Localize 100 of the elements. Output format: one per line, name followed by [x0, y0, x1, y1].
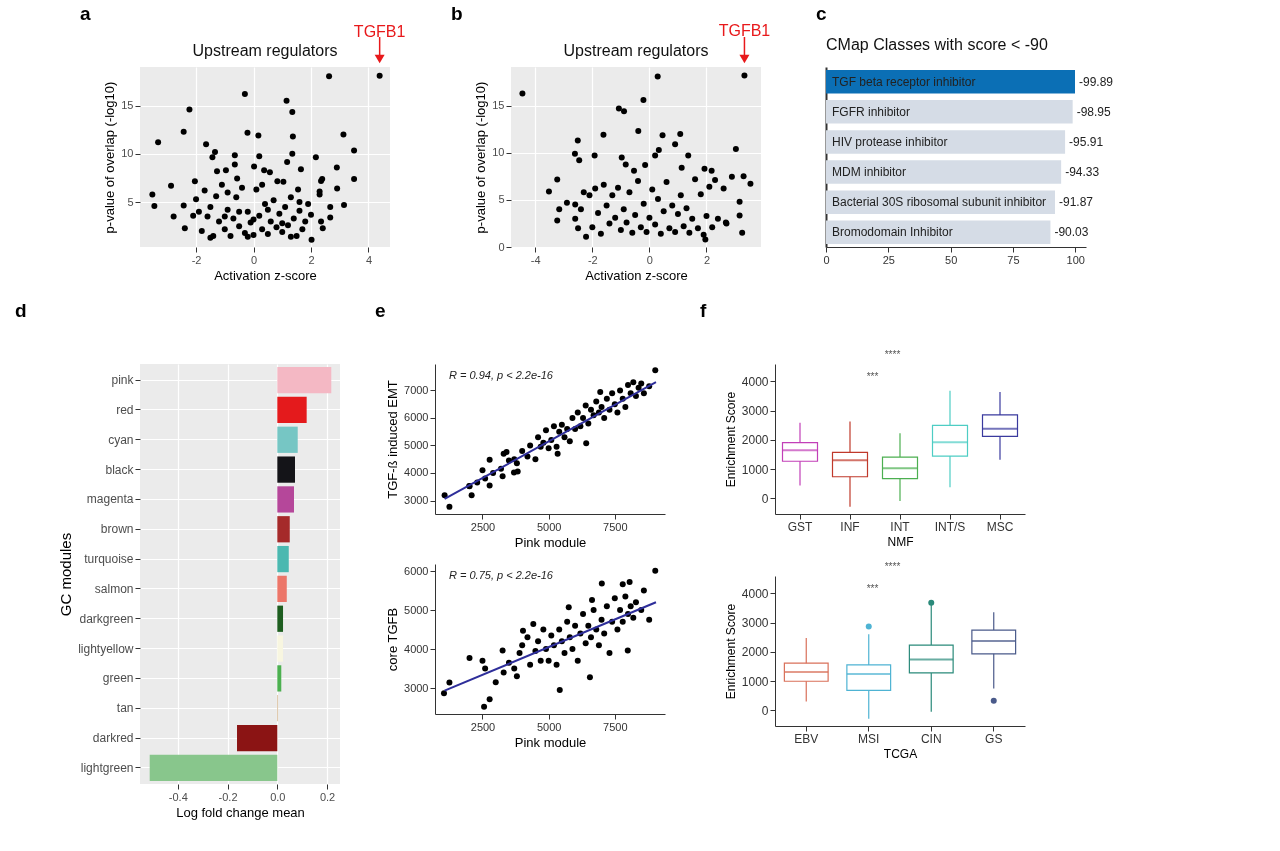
x-tick-label: -2	[587, 253, 598, 266]
y-tick-label: 5000	[404, 438, 429, 451]
y-tick-label: 1000	[741, 674, 769, 689]
x-tick-label: 7500	[603, 520, 628, 533]
x-axis-title: Activation z-score	[214, 267, 317, 283]
y-tick-label: darkred	[92, 731, 134, 746]
x-tick-label: INT/S	[934, 519, 966, 534]
chart-title: Upstream regulators	[563, 42, 709, 59]
y-tick-label: 5	[498, 193, 505, 206]
y-tick-label: 10	[121, 147, 134, 160]
x-tick-label: 2500	[470, 720, 496, 733]
x-tick-label: MSC	[986, 519, 1014, 534]
y-tick-label: 4000	[741, 374, 769, 389]
y-axis-title: GC modules	[57, 532, 75, 617]
bar	[277, 545, 289, 573]
y-tick-label: 5000	[404, 603, 429, 616]
data-label: -95.91	[1069, 134, 1104, 149]
y-tick-label: black	[105, 462, 135, 477]
y-tick-label: FGFR inhibitor	[832, 104, 911, 119]
text: f	[700, 300, 707, 321]
y-tick-label: 3000	[404, 681, 429, 694]
y-tick-label: green	[102, 671, 134, 686]
text: a	[80, 3, 91, 24]
x-axis-title: NMF	[887, 534, 914, 549]
x-axis-title: Activation z-score	[585, 267, 688, 283]
bar	[277, 426, 298, 453]
y-tick-label: 0	[761, 491, 769, 506]
y-tick-label: 1000	[741, 462, 769, 477]
y-tick-label: 6000	[404, 411, 429, 424]
x-tick-label: INF	[840, 519, 860, 534]
x-tick-label: 100	[1066, 253, 1085, 266]
y-tick-label: pink	[111, 373, 135, 388]
y-tick-label: 15	[492, 99, 505, 112]
text: ****	[884, 561, 901, 572]
x-tick-label: -0.4	[168, 790, 188, 803]
x-tick-label: 0.2	[319, 790, 336, 803]
annotation: R = 0.75, p < 2.2e-16	[449, 569, 554, 581]
bar	[277, 516, 290, 543]
bar	[149, 754, 278, 782]
x-axis-title: Log fold change mean	[176, 804, 305, 820]
x-tick-label: 5000	[536, 720, 562, 733]
y-tick-label: TGF beta receptor inhibitor	[832, 74, 976, 89]
x-tick-label: -4	[530, 253, 541, 266]
x-tick-label: 0	[823, 253, 830, 266]
data-label: -94.33	[1065, 165, 1100, 180]
data-label: -98.95	[1076, 104, 1112, 119]
data-label: -99.89	[1079, 74, 1114, 89]
y-tick-label: darkgreen	[79, 611, 134, 626]
y-tick-label: MDM inhibitor	[832, 165, 907, 180]
data-label: -91.87	[1059, 195, 1094, 210]
y-axis-title: p-value of overlap (-log10)	[102, 81, 118, 234]
y-tick-label: magenta	[86, 492, 134, 507]
x-tick-label: GS	[985, 731, 1003, 746]
text: ****	[884, 349, 901, 360]
x-tick-label: -2	[191, 253, 202, 266]
y-tick-label: tan	[116, 701, 134, 716]
y-tick-label: 3000	[741, 404, 769, 419]
annotation: TGFB1	[353, 22, 406, 40]
annotation: ***	[866, 371, 879, 382]
text: c	[816, 3, 827, 24]
y-tick-label: Bromodomain Inhibitor	[832, 225, 953, 240]
x-tick-label: 25	[882, 253, 895, 266]
y-tick-label: 3000	[741, 616, 769, 631]
bar	[277, 635, 284, 662]
bar	[277, 486, 294, 513]
y-tick-label: 7000	[404, 383, 429, 396]
bar	[277, 665, 282, 692]
x-tick-label: 7500	[603, 720, 628, 733]
annotation: TGFB1	[718, 22, 771, 40]
y-tick-label: 0	[761, 703, 769, 718]
x-tick-label: GST	[787, 519, 813, 534]
y-axis-title: TGF-ß induced EMT	[385, 380, 401, 499]
x-tick-label: INT	[890, 519, 911, 534]
y-tick-label: 15	[121, 99, 134, 112]
y-tick-label: 4000	[741, 586, 769, 601]
y-axis-title: core TGFB	[385, 607, 401, 672]
y-tick-label: 3000	[404, 494, 429, 507]
x-axis-title: Pink module	[514, 734, 587, 750]
x-tick-label: 4	[365, 253, 373, 266]
text: e	[375, 300, 386, 321]
y-axis-title: p-value of overlap (-log10)	[473, 81, 489, 234]
x-tick-label: 50	[945, 253, 958, 266]
y-tick-label: lightgreen	[80, 760, 134, 775]
x-tick-label: 2500	[470, 520, 496, 533]
text: b	[451, 3, 463, 24]
x-axis-title: Pink module	[514, 534, 587, 550]
chart-title: CMap Classes with score < -90	[826, 36, 1048, 53]
x-tick-label: 2	[703, 253, 711, 266]
y-tick-label: cyan	[108, 432, 134, 447]
y-tick-label: 4000	[404, 642, 429, 655]
y-tick-label: Bacterial 30S ribosomal subunit inhibitor	[832, 195, 1047, 210]
y-tick-label: 6000	[404, 564, 429, 577]
y-tick-label: 2000	[741, 645, 769, 660]
x-tick-label: EBV	[794, 731, 819, 746]
bar	[237, 724, 278, 752]
y-tick-label: turquoise	[84, 552, 134, 567]
y-tick-label: red	[116, 402, 134, 417]
annotation: ***	[866, 583, 879, 594]
annotation: R = 0.94, p < 2.2e-16	[449, 369, 554, 381]
x-tick-label: 2	[308, 253, 315, 266]
